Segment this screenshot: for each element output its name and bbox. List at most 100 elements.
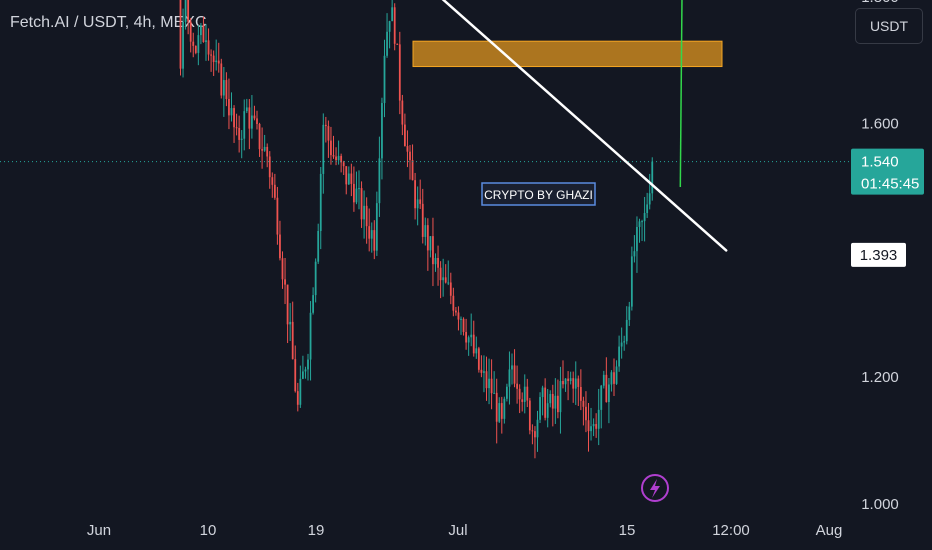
candle xyxy=(630,246,633,311)
candle xyxy=(554,378,557,424)
candle xyxy=(625,306,628,345)
candle xyxy=(488,358,490,405)
candle xyxy=(539,392,541,424)
candle xyxy=(317,223,320,264)
x-tick-label: Jun xyxy=(87,522,111,539)
candle xyxy=(228,78,230,130)
candle xyxy=(307,353,309,381)
candle xyxy=(643,196,646,242)
candle xyxy=(503,396,506,424)
candle xyxy=(330,126,332,165)
candle xyxy=(437,245,439,286)
candle xyxy=(447,260,450,286)
candle xyxy=(210,49,212,72)
candle xyxy=(528,397,531,435)
candle xyxy=(475,336,478,359)
candle xyxy=(373,220,376,260)
candle xyxy=(251,95,253,139)
candle xyxy=(240,130,243,159)
candle xyxy=(375,191,378,256)
currency-button[interactable]: USDT xyxy=(855,8,923,44)
x-tick-label: 15 xyxy=(619,522,636,539)
candle xyxy=(506,383,508,402)
candle xyxy=(345,166,348,195)
candle xyxy=(358,170,360,210)
candle xyxy=(304,366,307,379)
candle xyxy=(457,306,460,331)
candle xyxy=(225,72,228,107)
candle xyxy=(194,45,197,55)
x-tick-label: Aug xyxy=(816,522,843,539)
candle xyxy=(261,127,263,169)
candle xyxy=(266,143,269,168)
candle xyxy=(353,166,355,212)
candle xyxy=(271,172,274,198)
candle xyxy=(243,99,246,151)
candle xyxy=(189,17,192,53)
candle xyxy=(495,378,498,444)
candle xyxy=(449,272,452,305)
candle xyxy=(314,258,317,303)
candle xyxy=(393,3,396,51)
candle xyxy=(613,358,615,396)
candle xyxy=(337,140,340,165)
candle xyxy=(465,318,467,350)
candle xyxy=(419,179,422,209)
lightning-icon[interactable] xyxy=(641,474,669,502)
candle xyxy=(220,58,223,99)
candle xyxy=(508,351,511,405)
candle xyxy=(286,284,289,344)
candle xyxy=(279,220,281,261)
candle xyxy=(582,396,585,426)
candle xyxy=(651,157,654,201)
candle xyxy=(498,397,501,423)
candle xyxy=(294,345,297,393)
candle xyxy=(302,355,304,380)
candle xyxy=(470,313,473,347)
candle xyxy=(248,99,251,150)
candle xyxy=(256,110,258,130)
candle xyxy=(299,365,302,408)
target-arrow[interactable] xyxy=(679,0,691,188)
candle xyxy=(284,257,286,305)
current-price-badge: 1.540 01:45:45 xyxy=(851,148,924,195)
candle xyxy=(215,39,218,71)
candle xyxy=(322,113,325,194)
candle xyxy=(289,303,292,342)
candle xyxy=(569,371,572,385)
candle xyxy=(238,115,241,153)
candle xyxy=(263,134,266,152)
candle xyxy=(442,258,445,297)
candle xyxy=(276,186,279,245)
candle xyxy=(618,335,620,372)
candle xyxy=(416,186,419,226)
y-tick-label: 1.600 xyxy=(861,116,899,133)
candle xyxy=(406,130,409,168)
candle xyxy=(600,384,603,429)
candle xyxy=(363,190,365,239)
candle xyxy=(365,197,368,244)
candle xyxy=(477,346,480,373)
candle xyxy=(409,144,411,180)
candle xyxy=(426,218,429,271)
candle xyxy=(432,217,434,287)
candle xyxy=(516,365,518,404)
candle xyxy=(602,370,605,389)
candle xyxy=(205,24,207,61)
candle xyxy=(592,418,595,437)
y-tick-label: 1.200 xyxy=(861,369,899,386)
candle xyxy=(340,153,343,173)
candle xyxy=(523,374,526,414)
trendline[interactable] xyxy=(43,0,728,252)
candle xyxy=(309,301,312,381)
resistance-zone-lower[interactable] xyxy=(412,40,723,68)
candle xyxy=(424,217,427,246)
candle xyxy=(197,24,200,66)
candle xyxy=(184,0,187,30)
candle xyxy=(531,424,534,445)
candle xyxy=(597,388,600,446)
candle xyxy=(541,385,544,416)
candle xyxy=(350,163,353,197)
candle xyxy=(324,116,327,143)
